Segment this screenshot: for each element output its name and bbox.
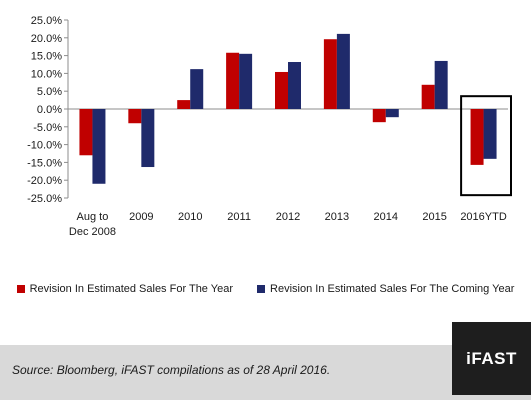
legend-label-year: Revision In Estimated Sales For The Year xyxy=(29,283,234,295)
source-note: Source: Bloomberg, iFAST compilations as… xyxy=(12,363,331,377)
x-tick-label: Aug to Dec 2008 xyxy=(69,211,116,238)
bar-coming-year xyxy=(483,109,497,159)
bar-year xyxy=(79,109,93,156)
legend-item-coming-year: Revision In Estimated Sales For The Comi… xyxy=(257,283,514,295)
legend-swatch-year xyxy=(16,285,25,293)
bar-year xyxy=(323,39,337,109)
y-tick-label: 5.0% xyxy=(37,86,62,98)
x-tick-label: 2016YTD xyxy=(460,211,507,223)
bar-coming-year xyxy=(239,53,253,109)
legend-label-coming-year: Revision In Estimated Sales For The Comi… xyxy=(270,283,515,295)
bar-year xyxy=(372,109,386,123)
y-tick-label: 10.0% xyxy=(31,68,62,80)
x-tick-label: 2009 xyxy=(129,211,153,223)
bar-coming-year xyxy=(434,60,448,109)
legend-item-year: Revision In Estimated Sales For The Year xyxy=(16,283,234,295)
y-tick-label: -15.0% xyxy=(27,157,62,169)
y-tick-label: 15.0% xyxy=(31,51,62,63)
bar-coming-year xyxy=(141,109,155,168)
bar-year xyxy=(275,71,288,109)
bar-coming-year xyxy=(92,109,106,184)
x-tick-label: 2014 xyxy=(374,211,398,223)
y-tick-label: 25.0% xyxy=(31,15,62,27)
chart-legend: Revision In Estimated Sales For The Year… xyxy=(0,283,531,295)
y-tick-label: -25.0% xyxy=(27,193,62,205)
y-tick-label: 0.0% xyxy=(37,104,62,116)
x-tick-label: 2015 xyxy=(422,211,446,223)
highlight-box xyxy=(460,95,513,197)
source-footer: Source: Bloomberg, iFAST compilations as… xyxy=(0,345,531,400)
y-tick-label: -20.0% xyxy=(27,175,62,187)
bar-coming-year xyxy=(385,109,399,118)
y-tick-label: -5.0% xyxy=(33,122,62,134)
ifast-logo: iFAST xyxy=(452,322,531,395)
bar-coming-year xyxy=(336,33,350,109)
x-tick-label: 2010 xyxy=(178,211,202,223)
bar-year xyxy=(128,109,142,124)
bar-year xyxy=(421,84,435,109)
bar-year xyxy=(470,109,484,165)
x-tick-label: 2013 xyxy=(325,211,349,223)
bar-year xyxy=(177,100,191,109)
bar-coming-year xyxy=(288,62,301,109)
y-tick-label: -10.0% xyxy=(27,140,62,152)
x-tick-label: 2011 xyxy=(227,211,251,223)
x-tick-label: 2012 xyxy=(276,211,300,223)
bar-year xyxy=(226,52,240,109)
y-tick-label: 20.0% xyxy=(31,33,62,45)
bar-chart: 25.0% 20.0% 15.0% 10.0% 5.0% 0.0% -5.0% -10.0% -… xyxy=(27,15,513,238)
bar-coming-year xyxy=(190,69,204,109)
legend-swatch-coming-year xyxy=(257,285,266,293)
